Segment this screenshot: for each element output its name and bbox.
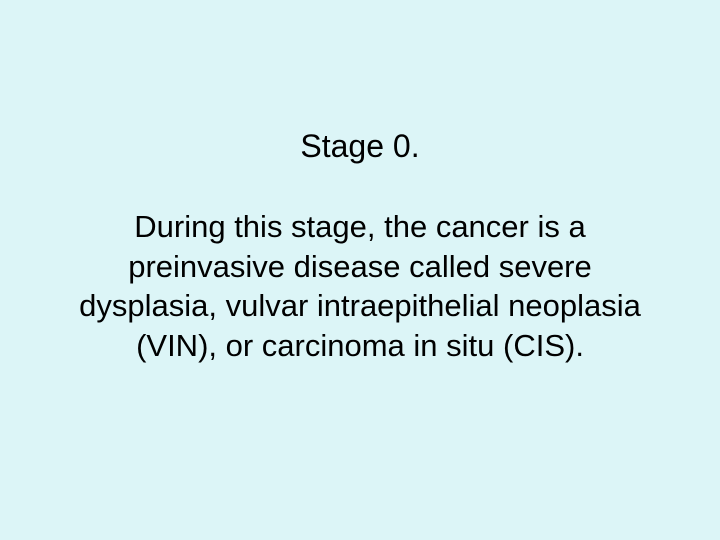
slide-title: Stage 0. (300, 128, 419, 165)
slide-body-text: During this stage, the cancer is a prein… (60, 207, 660, 366)
